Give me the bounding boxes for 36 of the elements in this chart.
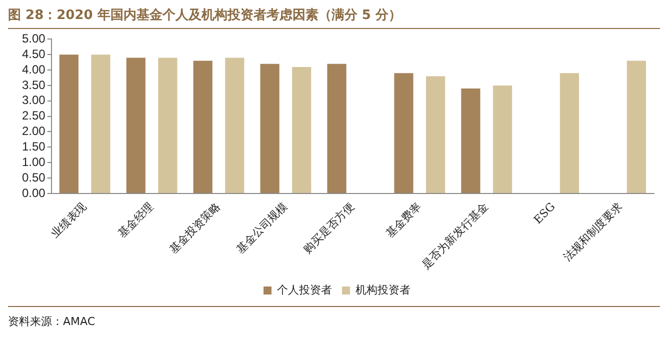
- bar: [492, 85, 512, 193]
- x-tick-label: 基金投资策略: [167, 200, 223, 256]
- bar: [225, 58, 244, 193]
- bar: [91, 54, 110, 193]
- bar: [327, 64, 346, 193]
- bar: [394, 73, 414, 193]
- y-tick-label: 0.50: [22, 170, 46, 184]
- bar: [426, 76, 446, 193]
- bar: [292, 66, 312, 193]
- y-tick-label: 0.00: [22, 186, 46, 200]
- x-tick-label: 法规和制度要求: [561, 200, 625, 264]
- y-tick-label: 4.00: [22, 62, 46, 76]
- y-tick-label: 5.00: [22, 32, 46, 46]
- x-tick-label: 基金公司规模: [234, 200, 290, 256]
- y-tick-label: 2.50: [22, 108, 46, 123]
- bar: [158, 58, 178, 193]
- bar: [193, 60, 212, 193]
- bar: [59, 54, 78, 193]
- legend-label: 个人投资者: [277, 283, 332, 296]
- bar: [126, 58, 146, 193]
- legend-label: 机构投资者: [356, 283, 410, 296]
- bar: [626, 60, 646, 193]
- bar: [560, 73, 580, 193]
- bar: [461, 88, 480, 193]
- y-tick-label: 3.50: [22, 78, 46, 92]
- x-tick-label: 基金经理: [116, 200, 156, 240]
- y-tick-label: 3.00: [22, 93, 46, 108]
- y-tick-label: 1.00: [22, 154, 46, 169]
- y-tick-label: 4.50: [22, 46, 46, 61]
- bar: [260, 64, 280, 193]
- x-tick-label: 购买是否方便: [300, 200, 357, 256]
- y-tick-label: 1.50: [22, 139, 46, 154]
- x-tick-label: 业绩表现: [48, 200, 89, 240]
- chart-title: 图 28：2020 年国内基金个人及机构投资者考虑因素（满分 5 分）: [8, 6, 402, 24]
- text: 资料来源：AMAC: [8, 314, 96, 329]
- y-tick-label: 2.00: [22, 124, 46, 138]
